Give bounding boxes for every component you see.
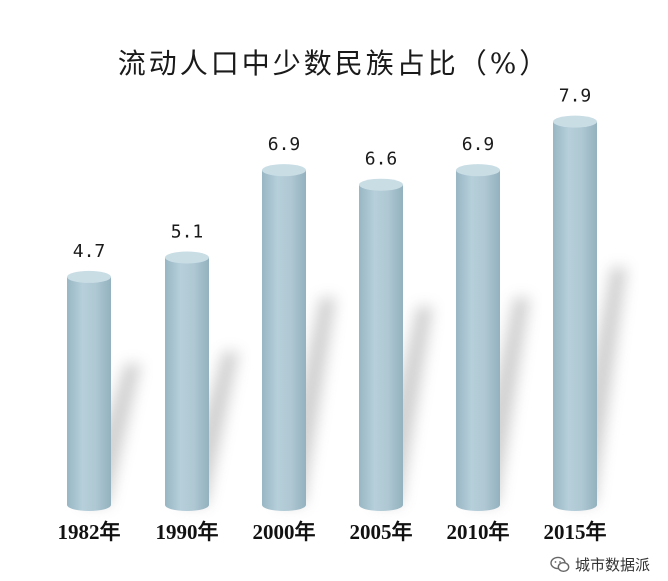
category-label: 1982年	[58, 520, 121, 544]
value-label: 4.7	[73, 241, 106, 262]
bar	[359, 184, 403, 512]
value-label: 6.6	[365, 149, 398, 170]
watermark: 城市数据派	[550, 554, 650, 575]
watermark-text: 城市数据派	[574, 556, 650, 574]
wechat-icon	[550, 556, 570, 572]
bar-top	[262, 164, 306, 177]
category-label: 2015年	[544, 520, 607, 544]
category-label: 2005年	[350, 520, 413, 544]
value-label: 7.9	[559, 86, 592, 107]
bar	[262, 170, 306, 511]
bar-top	[67, 270, 111, 283]
value-label: 5.1	[171, 222, 204, 243]
bar-top	[456, 164, 500, 177]
category-label: 2000年	[253, 520, 316, 544]
bars-group: 4.7 1982年 5.1 1990年 6.9 2000年 6.6 2005年 6.9 2010年…	[58, 86, 627, 544]
bar-top	[359, 178, 403, 191]
bar-top	[553, 115, 597, 128]
bar	[67, 276, 111, 511]
bar	[165, 257, 209, 511]
bar-top	[165, 251, 209, 264]
bar	[456, 170, 500, 511]
chart-title: 流动人口中少数民族占比（%）	[118, 47, 551, 80]
category-label: 2010年	[447, 520, 510, 544]
category-label: 1990年	[156, 520, 219, 544]
value-label: 6.9	[462, 134, 495, 155]
value-label: 6.9	[268, 134, 301, 155]
bar	[553, 121, 597, 511]
